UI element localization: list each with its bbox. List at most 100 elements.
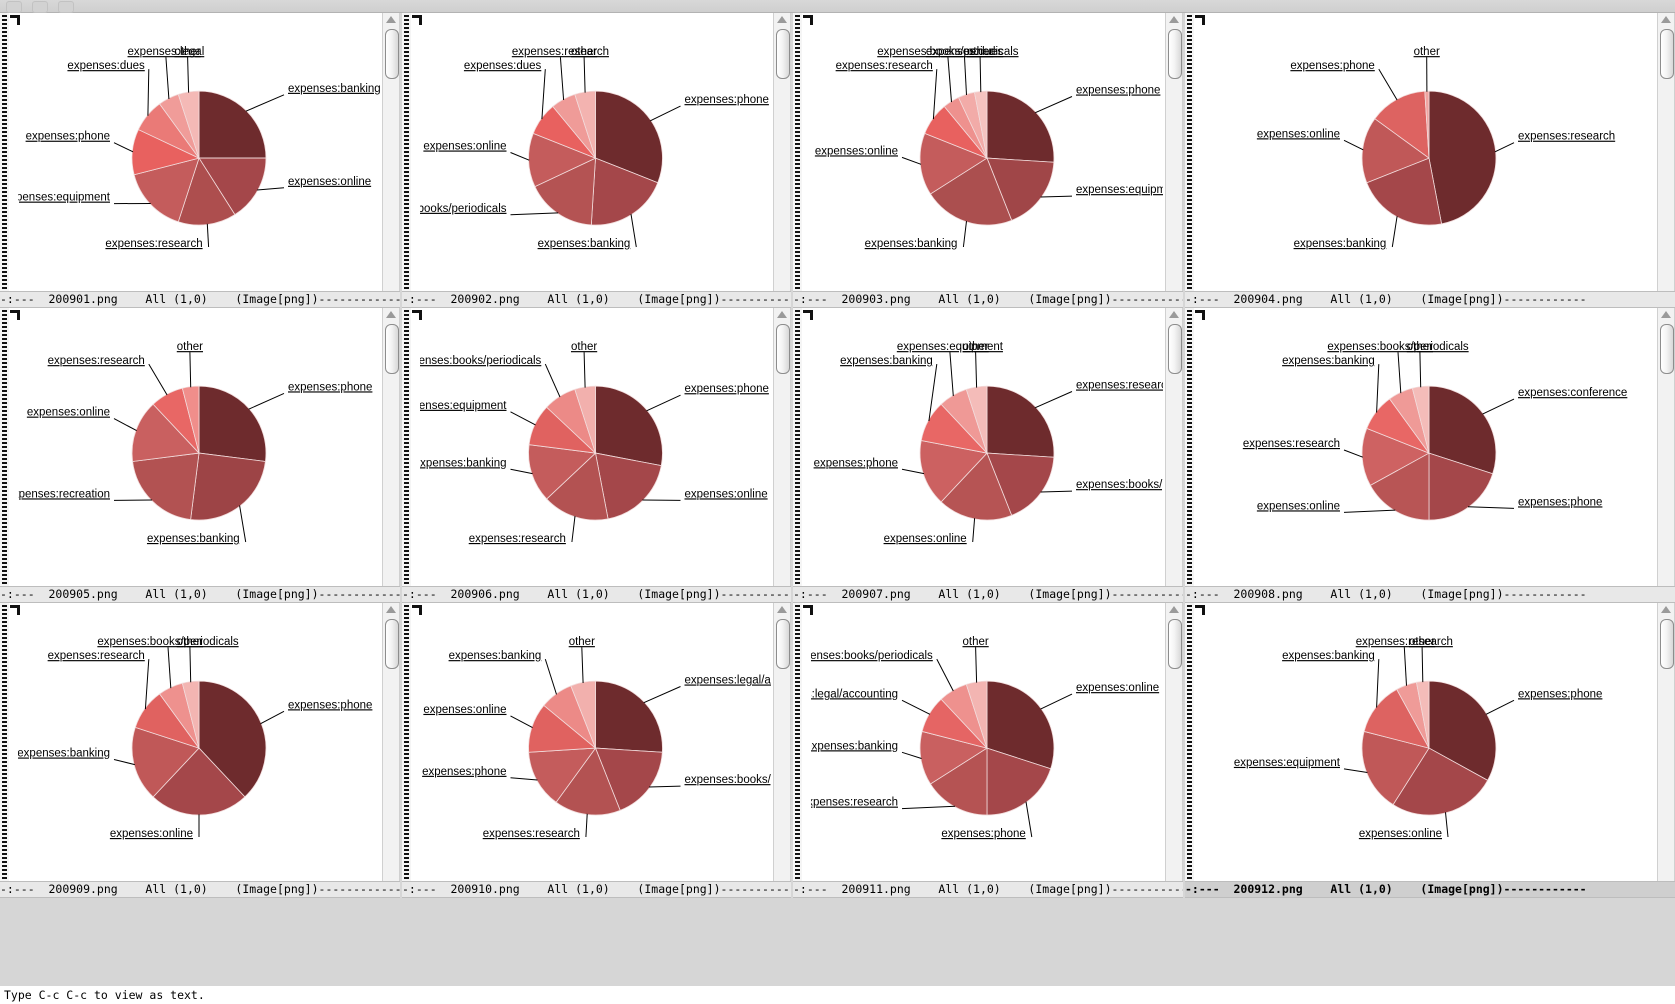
emacs-window[interactable]: expenses:online expenses:phone expenses:re… bbox=[793, 603, 1183, 898]
left-fringe bbox=[793, 308, 802, 603]
leader-line bbox=[646, 394, 681, 412]
emacs-window[interactable]: expenses:phone expenses:banking expenses:b… bbox=[402, 13, 791, 308]
scrollbar-thumb[interactable] bbox=[385, 324, 399, 374]
mode-line[interactable]: -:--- 200902.png All (1,0) (Image[png])-… bbox=[402, 291, 791, 308]
leader-line bbox=[1040, 693, 1073, 710]
window-body: expenses:conference expenses:phone expense… bbox=[1185, 308, 1675, 603]
mode-line-buffer-name: 200903.png bbox=[841, 292, 911, 306]
mode-line-filler: ------------ bbox=[720, 587, 791, 601]
mode-line[interactable]: -:--- 200906.png All (1,0) (Image[png])-… bbox=[402, 586, 791, 603]
mode-line-major-mode: (Image[png]) bbox=[207, 587, 319, 601]
scrollbar-thumb[interactable] bbox=[1660, 29, 1674, 79]
vertical-scrollbar[interactable] bbox=[382, 13, 400, 308]
emacs-window[interactable]: expenses:research expenses:banking expense… bbox=[1185, 13, 1675, 308]
leader-line bbox=[510, 152, 530, 161]
scroll-up-arrow-icon[interactable] bbox=[777, 16, 787, 23]
pie-slice-label: expenses:banking bbox=[1282, 355, 1375, 367]
pie-chart: expenses:research expenses:banking expense… bbox=[1203, 13, 1655, 292]
scroll-up-arrow-icon[interactable] bbox=[1661, 606, 1671, 613]
scroll-up-arrow-icon[interactable] bbox=[1169, 311, 1179, 318]
window-body: expenses:phone expenses:banking expenses:r… bbox=[0, 308, 400, 603]
vertical-scrollbar[interactable] bbox=[773, 13, 791, 308]
emacs-window[interactable]: expenses:phone expenses:online expenses:re… bbox=[402, 308, 791, 603]
emacs-window[interactable]: expenses:research expenses:books/periodic… bbox=[793, 308, 1183, 603]
scrollbar-thumb[interactable] bbox=[776, 29, 790, 79]
pie-slice-label: expenses:online bbox=[1257, 500, 1340, 512]
scroll-up-arrow-icon[interactable] bbox=[386, 311, 396, 318]
save-icon[interactable] bbox=[32, 1, 48, 13]
leader-line bbox=[583, 352, 586, 388]
window-body: expenses:phone expenses:online expenses:eq… bbox=[1185, 603, 1675, 898]
scrollbar-thumb[interactable] bbox=[385, 619, 399, 669]
scroll-up-arrow-icon[interactable] bbox=[777, 311, 787, 318]
vertical-scrollbar[interactable] bbox=[1165, 603, 1183, 898]
vertical-scrollbar[interactable] bbox=[773, 308, 791, 603]
vertical-scrollbar[interactable] bbox=[773, 603, 791, 898]
scroll-up-arrow-icon[interactable] bbox=[1661, 311, 1671, 318]
mode-line[interactable]: -:--- 200901.png All (1,0) (Image[png])-… bbox=[0, 291, 400, 308]
pie-slice-label: expenses:banking bbox=[811, 740, 898, 752]
vertical-scrollbar[interactable] bbox=[382, 308, 400, 603]
pie-slice-label: expenses:online bbox=[110, 828, 193, 840]
emacs-window[interactable]: expenses:conference expenses:phone expense… bbox=[1185, 308, 1675, 603]
leader-line bbox=[1343, 449, 1363, 458]
vertical-scrollbar[interactable] bbox=[1657, 13, 1675, 308]
emacs-window[interactable]: expenses:phone expenses:equipment expenses… bbox=[793, 13, 1183, 308]
vertical-scrollbar[interactable] bbox=[1657, 308, 1675, 603]
mode-line-prefix: -:--- bbox=[793, 587, 842, 601]
mode-line[interactable]: -:--- 200908.png All (1,0) (Image[png])-… bbox=[1185, 586, 1675, 603]
vertical-scrollbar[interactable] bbox=[1165, 308, 1183, 603]
scroll-up-arrow-icon[interactable] bbox=[1661, 16, 1671, 23]
leader-line bbox=[1343, 139, 1364, 151]
emacs-window[interactable]: expenses:phone expenses:banking expenses:r… bbox=[0, 308, 400, 603]
mode-line-major-mode: (Image[png]) bbox=[207, 292, 319, 306]
leader-line bbox=[248, 392, 285, 410]
mode-line[interactable]: -:--- 200909.png All (1,0) (Image[png])-… bbox=[0, 881, 400, 898]
print-icon[interactable] bbox=[58, 1, 74, 13]
scroll-up-arrow-icon[interactable] bbox=[1169, 16, 1179, 23]
pie-slice-label: expenses:research bbox=[469, 533, 566, 545]
pie-slice-label: expenses:research bbox=[1076, 380, 1163, 392]
scrollbar-thumb[interactable] bbox=[776, 324, 790, 374]
mode-line[interactable]: -:--- 200904.png All (1,0) (Image[png])-… bbox=[1185, 291, 1675, 308]
mode-line[interactable]: -:--- 200905.png All (1,0) (Image[png])-… bbox=[0, 586, 400, 603]
emacs-window[interactable]: expenses:phone expenses:online expenses:ba… bbox=[0, 603, 400, 898]
mode-line[interactable]: -:--- 200910.png All (1,0) (Image[png])-… bbox=[402, 881, 791, 898]
vertical-scrollbar[interactable] bbox=[1657, 603, 1675, 898]
scroll-up-arrow-icon[interactable] bbox=[777, 606, 787, 613]
minibuffer[interactable]: Type C-c C-c to view as text. bbox=[0, 986, 1675, 1004]
pie-slice bbox=[198, 90, 267, 159]
pie-slice-label: expenses:books/periodicals bbox=[1327, 341, 1469, 353]
scrollbar-thumb[interactable] bbox=[385, 29, 399, 79]
pie-chart: expenses:legal/accounting expenses:books/… bbox=[420, 603, 771, 882]
scrollbar-thumb[interactable] bbox=[1660, 619, 1674, 669]
scrollbar-thumb[interactable] bbox=[1660, 324, 1674, 374]
mode-line-position: All (1,0) bbox=[117, 292, 208, 306]
emacs-window[interactable]: expenses:banking expenses:online expenses:… bbox=[0, 13, 400, 308]
scrollbar-thumb[interactable] bbox=[1168, 29, 1182, 79]
pie-slice-label: expenses:equipment bbox=[18, 192, 111, 204]
vertical-scrollbar[interactable] bbox=[1165, 13, 1183, 308]
pie-slice bbox=[132, 452, 200, 520]
mode-line-buffer-name: 200910.png bbox=[450, 882, 520, 896]
scrollbar-thumb[interactable] bbox=[1168, 619, 1182, 669]
mode-line[interactable]: -:--- 200903.png All (1,0) (Image[png])-… bbox=[793, 291, 1183, 308]
mode-line-buffer-name: 200901.png bbox=[48, 292, 118, 306]
scrollbar-thumb[interactable] bbox=[1168, 324, 1182, 374]
emacs-window[interactable]: expenses:phone expenses:online expenses:eq… bbox=[1185, 603, 1675, 898]
scroll-up-arrow-icon[interactable] bbox=[1169, 606, 1179, 613]
leader-line bbox=[1397, 352, 1402, 394]
scroll-up-arrow-icon[interactable] bbox=[386, 606, 396, 613]
mode-line-position: All (1,0) bbox=[117, 587, 208, 601]
emacs-window[interactable]: expenses:legal/accounting expenses:books/… bbox=[402, 603, 791, 898]
pie-slice bbox=[595, 385, 663, 467]
leader-line bbox=[1035, 391, 1073, 409]
scroll-up-arrow-icon[interactable] bbox=[386, 16, 396, 23]
scrollbar-thumb[interactable] bbox=[776, 619, 790, 669]
mode-line[interactable]: -:--- 200907.png All (1,0) (Image[png])-… bbox=[793, 586, 1183, 603]
vertical-scrollbar[interactable] bbox=[382, 603, 400, 898]
open-file-icon[interactable] bbox=[6, 1, 22, 13]
mode-line[interactable]: -:--- 200911.png All (1,0) (Image[png])-… bbox=[793, 881, 1183, 898]
mode-line[interactable]: -:--- 200912.png All (1,0) (Image[png])-… bbox=[1185, 881, 1675, 898]
pie-slice-label: expenses:online bbox=[423, 704, 506, 716]
